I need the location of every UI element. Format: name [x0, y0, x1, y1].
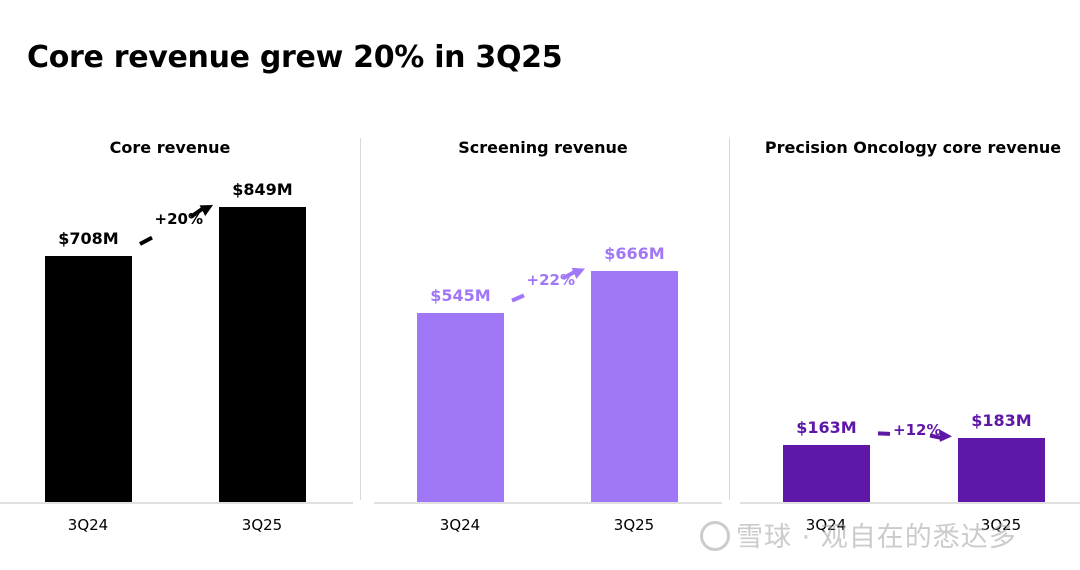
panel-title-core: Core revenue	[109, 138, 231, 157]
value-label: $708M	[58, 228, 119, 248]
baseline-oncology	[740, 502, 1080, 504]
x-tick-label: 3Q25	[980, 516, 1022, 534]
bar	[591, 270, 678, 502]
slide-title: Core revenue grew 20% in 3Q25	[27, 40, 563, 75]
x-tick-label: 3Q25	[613, 516, 655, 534]
arrow-head	[199, 205, 213, 216]
x-tick-label: 3Q24	[67, 516, 109, 534]
panel-separator	[360, 138, 361, 500]
panel-title-screening: Screening revenue	[458, 138, 628, 157]
value-label: $183M	[971, 411, 1032, 431]
value-label: $163M	[796, 418, 857, 438]
arrow-tail	[511, 293, 525, 303]
watermark-logo-icon	[700, 520, 730, 551]
panel-separator	[729, 138, 730, 500]
value-label: $666M	[604, 243, 665, 263]
arrow-tail	[139, 235, 153, 246]
arrow-head	[939, 429, 952, 442]
bar	[219, 207, 306, 502]
growth-label: +20%	[154, 210, 203, 229]
panel-title-oncology: Precision Oncology core revenue	[764, 138, 1062, 157]
arrow-head	[571, 267, 585, 279]
watermark: 雪球 · 观自在的悉达多	[700, 515, 1017, 554]
growth-label: +12%	[893, 420, 942, 439]
bar	[417, 312, 504, 502]
bar	[45, 255, 132, 502]
baseline-screening	[374, 502, 722, 504]
x-tick-label: 3Q24	[439, 516, 481, 534]
watermark-text: 雪球 · 观自在的悉达多	[736, 522, 1017, 553]
bar	[783, 445, 870, 502]
baseline-core	[0, 502, 353, 504]
x-tick-label: 3Q25	[241, 516, 283, 534]
x-tick-label: 3Q24	[805, 516, 847, 534]
value-label: $849M	[232, 180, 293, 199]
bar	[958, 438, 1045, 502]
growth-label: +22%	[526, 270, 575, 289]
value-label: $545M	[430, 285, 491, 305]
